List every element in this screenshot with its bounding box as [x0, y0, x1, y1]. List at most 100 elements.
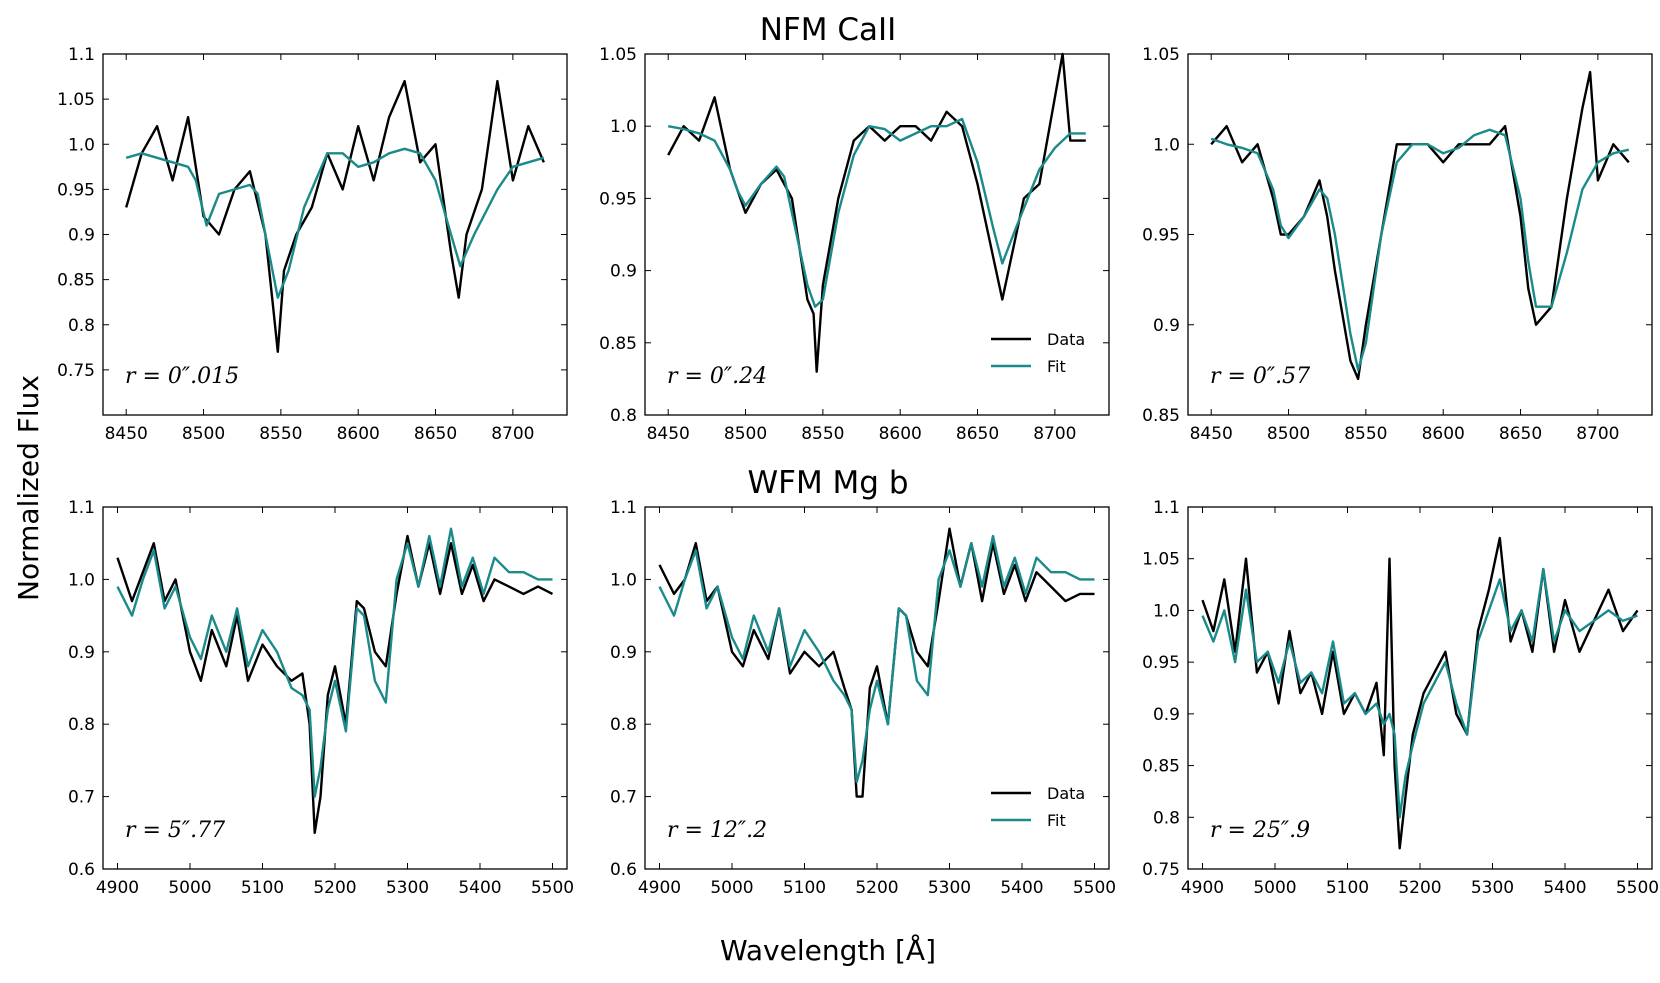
y-tick-label: 0.9: [1153, 316, 1180, 336]
legend: Data Fit: [991, 330, 1085, 376]
x-tick-label: 8550: [259, 424, 302, 444]
radius-annotation: r = 0″.015: [125, 364, 239, 389]
y-tick-label: 1.0: [68, 135, 95, 155]
x-tick-label: 8450: [1190, 424, 1233, 444]
panel-4: 4900 5000 5100 5200 5300 5400 5500 0.6 0.7 0.8 0.9…: [68, 498, 574, 898]
y-tick-label: 0.9: [610, 643, 637, 663]
y-tick-label: 1.0: [1153, 601, 1180, 621]
x-tick-label: 8600: [1422, 424, 1465, 444]
y-tick-label: 0.7: [610, 788, 637, 808]
fit-line: [116, 527, 553, 798]
y-tick-label: 0.8: [68, 715, 95, 735]
radius-annotation: r = 5″.77: [125, 818, 225, 843]
y-tick-label: 0.9: [610, 262, 637, 282]
y-tick-label: 1.1: [68, 45, 95, 65]
axes-frame: [1187, 506, 1653, 870]
panels: 8450 8500 8550 8600 8650 8700 0.75 0.8 0.85 0.9 0.…: [57, 45, 1659, 898]
legend: Data Fit: [991, 784, 1085, 830]
radius-annotation: r = 12″.2: [667, 818, 767, 843]
x-tick-label: 5200: [313, 878, 356, 898]
y-tick-label: 0.9: [68, 643, 95, 663]
y-tick-label: 1.0: [610, 570, 637, 590]
y-tick-label: 0.75: [57, 361, 95, 381]
y-tick-label: 0.85: [57, 271, 95, 291]
x-tick-label: 5200: [1398, 878, 1441, 898]
x-tick-label: 5100: [783, 878, 826, 898]
x-tick-label: 5500: [1073, 878, 1116, 898]
y-tick-label: 1.1: [68, 498, 95, 518]
y-axis-title: Normalized Flux: [12, 375, 45, 601]
x-tick-label: 8500: [1267, 424, 1310, 444]
fit-line: [667, 117, 1086, 308]
x-tick-label: 8550: [801, 424, 844, 444]
y-tick-label: 0.6: [610, 860, 637, 880]
legend-data-label: Data: [1047, 330, 1085, 349]
x-tick-label: 8500: [182, 424, 225, 444]
x-tick-label: 5300: [928, 878, 971, 898]
x-tick-label: 8500: [724, 424, 767, 444]
y-tick-label: 0.8: [610, 715, 637, 735]
x-tick-label: 8650: [1499, 424, 1542, 444]
x-tick-label: 5400: [1000, 878, 1043, 898]
panel-5: 4900 5000 5100 5200 5300 5400 5500 0.6 0.7 0.8 0.9…: [610, 498, 1116, 898]
data-line: [1201, 536, 1639, 850]
y-tick-label: 0.9: [68, 226, 95, 246]
legend-data-label: Data: [1047, 784, 1085, 803]
x-tick-label: 8600: [337, 424, 380, 444]
data-line: [667, 52, 1086, 373]
y-tick-label: 0.8: [610, 406, 637, 426]
x-tick-label: 5000: [168, 878, 211, 898]
y-tick-label: 0.9: [1153, 705, 1180, 725]
data-line: [125, 79, 545, 353]
row-title-nfm: NFM CaII: [760, 12, 897, 48]
x-tick-label: 5000: [710, 878, 753, 898]
panel-1: 8450 8500 8550 8600 8650 8700 0.75 0.8 0.85 0.9 0.…: [57, 45, 568, 444]
y-tick-label: 1.05: [57, 90, 95, 110]
x-tick-label: 8600: [879, 424, 922, 444]
x-tick-label: 8700: [1576, 424, 1619, 444]
y-tick-label: 0.95: [599, 189, 637, 209]
x-tick-label: 5100: [1326, 878, 1369, 898]
radius-annotation: r = 0″.24: [667, 364, 767, 389]
x-tick-label: 5400: [1543, 878, 1586, 898]
x-tick-label: 8650: [956, 424, 999, 444]
x-tick-label: 5300: [386, 878, 429, 898]
y-tick-label: 1.0: [1153, 135, 1180, 155]
x-tick-label: 4900: [96, 878, 139, 898]
x-tick-label: 8650: [414, 424, 457, 444]
y-tick-label: 0.7: [68, 788, 95, 808]
x-tick-label: 5500: [1616, 878, 1659, 898]
y-tick-label: 0.85: [1142, 406, 1180, 426]
y-tick-label: 1.05: [599, 45, 637, 65]
fit-line: [125, 147, 545, 299]
x-tick-label: 5400: [458, 878, 501, 898]
radius-annotation: r = 0″.57: [1210, 364, 1310, 389]
fit-line: [1210, 128, 1630, 372]
y-tick-label: 1.05: [1142, 550, 1180, 570]
y-tick-label: 0.95: [1142, 653, 1180, 673]
panel-6: 4900 5000 5100 5200 5300 5400 5500 0.75 0.8 0.85 0…: [1142, 498, 1659, 898]
x-tick-label: 5300: [1471, 878, 1514, 898]
y-tick-label: 0.85: [1142, 757, 1180, 777]
legend-fit-label: Fit: [1047, 811, 1066, 830]
row-title-wfm: WFM Mg b: [747, 465, 908, 501]
y-tick-label: 0.95: [1142, 226, 1180, 246]
y-tick-label: 0.6: [68, 860, 95, 880]
x-tick-label: 5200: [855, 878, 898, 898]
x-tick-label: 5000: [1253, 878, 1296, 898]
x-tick-label: 8700: [1033, 424, 1076, 444]
x-tick-label: 5100: [241, 878, 284, 898]
y-tick-label: 1.1: [1153, 498, 1180, 518]
panel-2: 8450 8500 8550 8600 8650 8700 0.8 0.85 0.9 0.95 1.…: [599, 45, 1110, 444]
x-tick-label: 8450: [647, 424, 690, 444]
fit-line: [658, 534, 1095, 784]
y-tick-label: 0.95: [57, 180, 95, 200]
y-tick-label: 0.8: [1153, 808, 1180, 828]
panel-3: 8450 8500 8550 8600 8650 8700 0.85 0.9 0.95 1.0 1.…: [1142, 45, 1653, 444]
y-tick-label: 0.85: [599, 334, 637, 354]
y-tick-label: 0.75: [1142, 860, 1180, 880]
x-axis-title: Wavelength [Å]: [720, 933, 936, 967]
x-tick-label: 4900: [638, 878, 681, 898]
axes-frame: [644, 53, 1110, 416]
